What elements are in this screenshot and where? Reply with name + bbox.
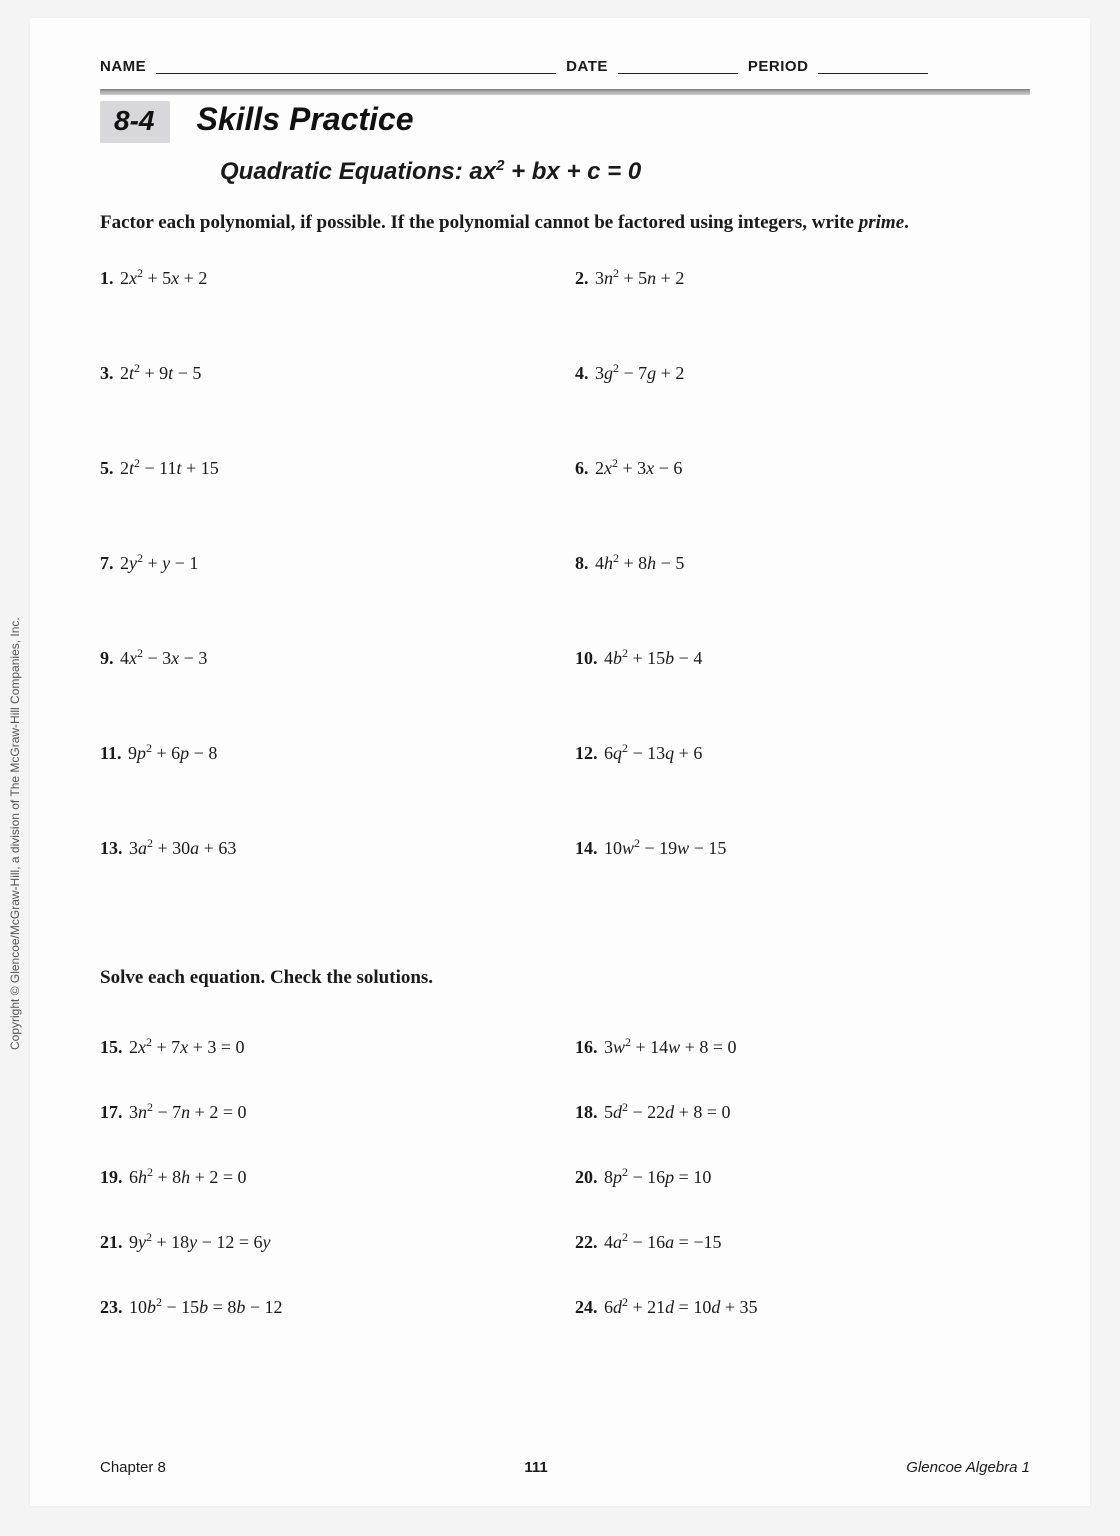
problem-number: 1. xyxy=(100,268,114,288)
instructions-1b: prime xyxy=(859,212,904,233)
footer-book-title: Glencoe Algebra 1 xyxy=(906,1459,1030,1476)
problem-item: 9. 4x2 − 3x − 3 xyxy=(100,646,555,669)
problem-item: 11. 9p2 + 6p − 8 xyxy=(100,741,555,764)
problem-number: 24. xyxy=(575,1297,598,1317)
problem-expression: 4a2 − 16a = −15 xyxy=(604,1232,721,1252)
problem-item: 3. 2t2 + 9t − 5 xyxy=(100,361,555,384)
problem-expression: 9y2 + 18y − 12 = 6y xyxy=(129,1232,270,1252)
problem-item: 14. 10w2 − 19w − 15 xyxy=(575,836,1030,859)
header-fields: NAME DATE PERIOD xyxy=(100,58,1030,75)
problem-expression: 2y2 + y − 1 xyxy=(120,553,198,573)
problem-number: 19. xyxy=(100,1167,123,1187)
problem-expression: 5d2 − 22d + 8 = 0 xyxy=(604,1102,730,1122)
page-footer: Chapter 8 111 Glencoe Algebra 1 xyxy=(100,1459,1030,1476)
problem-number: 5. xyxy=(100,458,114,478)
problem-item: 16. 3w2 + 14w + 8 = 0 xyxy=(575,1035,1030,1058)
problem-expression: 2x2 + 3x − 6 xyxy=(595,458,682,478)
lesson-title: Skills Practice xyxy=(196,101,413,138)
footer-chapter: Chapter 8 xyxy=(100,1459,166,1476)
problem-grid-2: 15. 2x2 + 7x + 3 = 0 16. 3w2 + 14w + 8 = … xyxy=(100,1035,1030,1360)
problem-expression: 3a2 + 30a + 63 xyxy=(129,838,236,858)
problem-expression: 4b2 + 15b − 4 xyxy=(604,648,702,668)
problem-expression: 8p2 − 16p = 10 xyxy=(604,1167,711,1187)
name-blank[interactable] xyxy=(156,58,556,74)
problem-number: 4. xyxy=(575,363,589,383)
problem-number: 14. xyxy=(575,838,598,858)
problem-number: 22. xyxy=(575,1232,598,1252)
problem-expression: 3g2 − 7g + 2 xyxy=(595,363,684,383)
problem-item: 24. 6d2 + 21d = 10d + 35 xyxy=(575,1295,1030,1318)
problem-item: 22. 4a2 − 16a = −15 xyxy=(575,1230,1030,1253)
problem-number: 6. xyxy=(575,458,589,478)
problem-number: 13. xyxy=(100,838,123,858)
problem-number: 3. xyxy=(100,363,114,383)
problem-item: 17. 3n2 − 7n + 2 = 0 xyxy=(100,1100,555,1123)
problem-number: 23. xyxy=(100,1297,123,1317)
problem-item: 7. 2y2 + y − 1 xyxy=(100,551,555,574)
problem-expression: 3n2 + 5n + 2 xyxy=(595,268,684,288)
subtitle-prefix: Quadratic Equations: xyxy=(220,158,469,185)
problem-number: 17. xyxy=(100,1102,123,1122)
lesson-number-badge: 8-4 xyxy=(100,101,170,143)
problem-number: 7. xyxy=(100,553,114,573)
subtitle-equation: ax2 + bx + c = 0 xyxy=(469,158,641,185)
instructions-1a: Factor each polynomial, if possible. If … xyxy=(100,212,859,233)
problem-expression: 10w2 − 19w − 15 xyxy=(604,838,726,858)
problem-item: 18. 5d2 − 22d + 8 = 0 xyxy=(575,1100,1030,1123)
name-label: NAME xyxy=(100,58,146,75)
problem-grid-1: 1. 2x2 + 5x + 2 2. 3n2 + 5n + 2 3. 2t2 + 9… xyxy=(100,266,1030,931)
copyright-text: Copyright © Glencoe/McGraw-Hill, a divis… xyxy=(8,617,22,1050)
footer-page-number: 111 xyxy=(524,1459,547,1476)
problem-item: 23. 10b2 − 15b = 8b − 12 xyxy=(100,1295,555,1318)
problem-item: 10. 4b2 + 15b − 4 xyxy=(575,646,1030,669)
lesson-subtitle: Quadratic Equations: ax2 + bx + c = 0 xyxy=(220,157,1030,186)
period-blank[interactable] xyxy=(818,58,928,74)
problem-number: 15. xyxy=(100,1037,123,1057)
problem-expression: 6d2 + 21d = 10d + 35 xyxy=(604,1297,757,1317)
problem-number: 21. xyxy=(100,1232,123,1252)
problem-item: 1. 2x2 + 5x + 2 xyxy=(100,266,555,289)
problem-expression: 10b2 − 15b = 8b − 12 xyxy=(129,1297,282,1317)
instructions-1: Factor each polynomial, if possible. If … xyxy=(100,210,1030,236)
problem-expression: 6h2 + 8h + 2 = 0 xyxy=(129,1167,246,1187)
problem-number: 20. xyxy=(575,1167,598,1187)
problem-expression: 2t2 + 9t − 5 xyxy=(120,363,201,383)
problem-expression: 2x2 + 7x + 3 = 0 xyxy=(129,1037,244,1057)
problem-item: 19. 6h2 + 8h + 2 = 0 xyxy=(100,1165,555,1188)
problem-item: 21. 9y2 + 18y − 12 = 6y xyxy=(100,1230,555,1253)
divider-bar xyxy=(100,89,1030,95)
problem-number: 10. xyxy=(575,648,598,668)
problem-expression: 4h2 + 8h − 5 xyxy=(595,553,684,573)
problem-expression: 3w2 + 14w + 8 = 0 xyxy=(604,1037,737,1057)
problem-number: 9. xyxy=(100,648,114,668)
worksheet-page: NAME DATE PERIOD 8-4 Skills Practice Qua… xyxy=(30,18,1090,1506)
problem-item: 2. 3n2 + 5n + 2 xyxy=(575,266,1030,289)
instructions-1c: . xyxy=(904,212,909,233)
lesson-header: 8-4 Skills Practice xyxy=(100,101,1030,143)
instructions-2: Solve each equation. Check the solutions… xyxy=(100,967,1030,989)
problem-expression: 6q2 − 13q + 6 xyxy=(604,743,702,763)
period-label: PERIOD xyxy=(748,58,809,75)
problem-item: 12. 6q2 − 13q + 6 xyxy=(575,741,1030,764)
problem-item: 4. 3g2 − 7g + 2 xyxy=(575,361,1030,384)
date-label: DATE xyxy=(566,58,608,75)
problem-number: 16. xyxy=(575,1037,598,1057)
problem-expression: 9p2 + 6p − 8 xyxy=(128,743,217,763)
problem-item: 15. 2x2 + 7x + 3 = 0 xyxy=(100,1035,555,1058)
problem-number: 11. xyxy=(100,743,122,763)
problem-item: 5. 2t2 − 11t + 15 xyxy=(100,456,555,479)
problem-expression: 2t2 − 11t + 15 xyxy=(120,458,219,478)
problem-number: 12. xyxy=(575,743,598,763)
problem-item: 13. 3a2 + 30a + 63 xyxy=(100,836,555,859)
problem-item: 20. 8p2 − 16p = 10 xyxy=(575,1165,1030,1188)
problem-number: 8. xyxy=(575,553,589,573)
problem-expression: 3n2 − 7n + 2 = 0 xyxy=(129,1102,246,1122)
problem-expression: 2x2 + 5x + 2 xyxy=(120,268,207,288)
problem-expression: 4x2 − 3x − 3 xyxy=(120,648,207,668)
problem-item: 8. 4h2 + 8h − 5 xyxy=(575,551,1030,574)
problem-number: 2. xyxy=(575,268,589,288)
date-blank[interactable] xyxy=(618,58,738,74)
problem-number: 18. xyxy=(575,1102,598,1122)
problem-item: 6. 2x2 + 3x − 6 xyxy=(575,456,1030,479)
